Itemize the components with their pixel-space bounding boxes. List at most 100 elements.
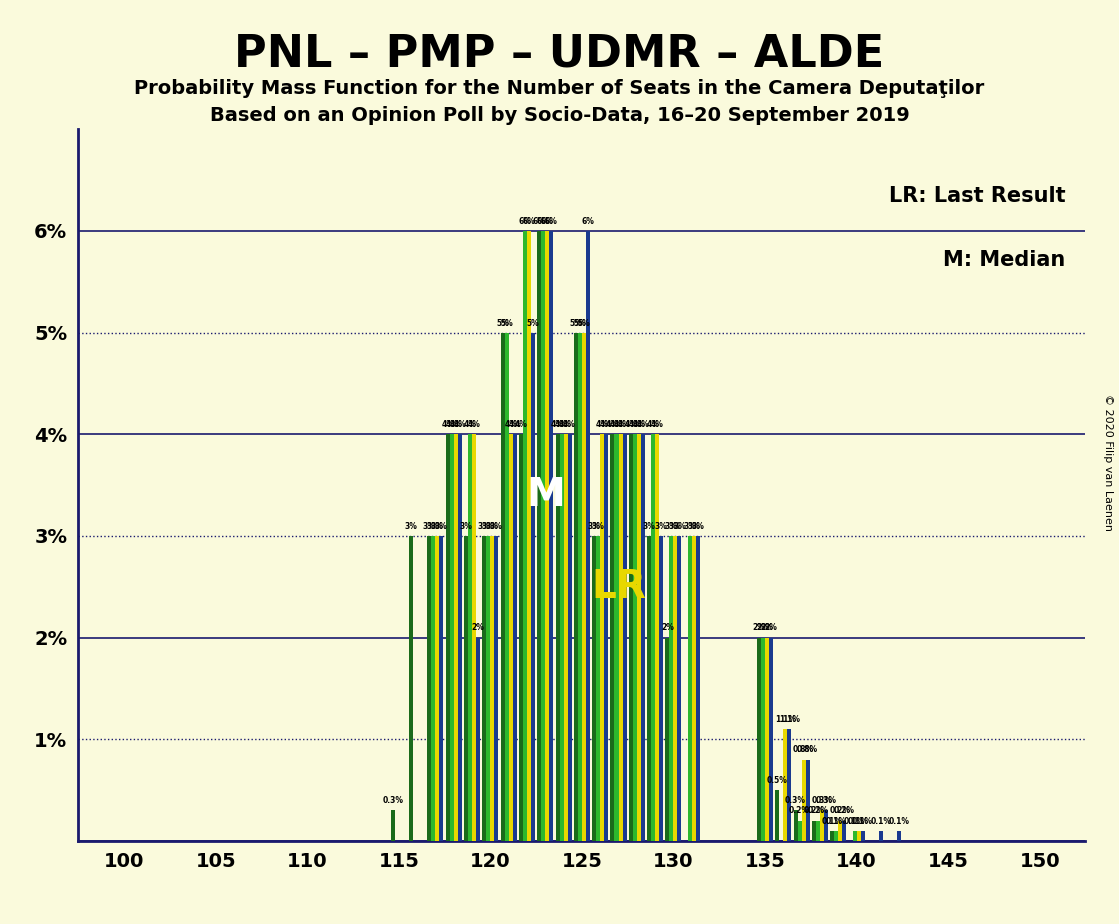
- Text: 3%: 3%: [435, 522, 448, 530]
- Bar: [830, 831, 834, 841]
- Bar: [445, 434, 450, 841]
- Text: 0.2%: 0.2%: [808, 807, 828, 816]
- Text: 3%: 3%: [423, 522, 435, 530]
- Text: 3%: 3%: [486, 522, 499, 530]
- Text: 1.1%: 1.1%: [779, 715, 800, 724]
- Text: 6%: 6%: [582, 217, 594, 226]
- Bar: [577, 333, 582, 841]
- Text: M: M: [526, 476, 565, 515]
- Bar: [453, 434, 458, 841]
- Bar: [637, 434, 641, 841]
- Bar: [468, 434, 472, 841]
- Text: 4%: 4%: [647, 420, 659, 429]
- Bar: [853, 831, 856, 841]
- Text: 5%: 5%: [500, 319, 513, 328]
- Bar: [798, 821, 801, 841]
- Bar: [549, 231, 553, 841]
- Text: 5%: 5%: [496, 319, 509, 328]
- Text: 0.2%: 0.2%: [830, 807, 850, 816]
- Text: 4%: 4%: [505, 420, 517, 429]
- Bar: [464, 536, 468, 841]
- Text: 2%: 2%: [471, 624, 485, 633]
- Text: 4%: 4%: [508, 420, 521, 429]
- Text: © 2020 Filip van Laenen: © 2020 Filip van Laenen: [1103, 394, 1113, 530]
- Text: 6%: 6%: [540, 217, 554, 226]
- Text: 0.3%: 0.3%: [383, 796, 403, 806]
- Bar: [495, 536, 498, 841]
- Text: 3%: 3%: [687, 522, 700, 530]
- Bar: [509, 434, 513, 841]
- Bar: [641, 434, 645, 841]
- Text: 3%: 3%: [431, 522, 444, 530]
- Bar: [519, 434, 523, 841]
- Bar: [523, 231, 527, 841]
- Bar: [838, 821, 843, 841]
- Bar: [651, 434, 655, 841]
- Text: M: Median: M: Median: [943, 250, 1065, 271]
- Text: 0.1%: 0.1%: [844, 817, 865, 826]
- Text: 3%: 3%: [482, 522, 495, 530]
- Bar: [582, 333, 586, 841]
- Text: 4%: 4%: [595, 420, 609, 429]
- Bar: [555, 434, 560, 841]
- Text: PNL – PMP – UDMR – ALDE: PNL – PMP – UDMR – ALDE: [234, 32, 885, 76]
- Text: 3%: 3%: [642, 522, 656, 530]
- Bar: [614, 434, 619, 841]
- Text: 0.3%: 0.3%: [811, 796, 833, 806]
- Text: 4%: 4%: [515, 420, 527, 429]
- Bar: [604, 434, 609, 841]
- Text: 6%: 6%: [537, 217, 549, 226]
- Bar: [659, 536, 664, 841]
- Bar: [586, 231, 590, 841]
- Text: 6%: 6%: [518, 217, 532, 226]
- Text: 0.2%: 0.2%: [803, 807, 825, 816]
- Text: 0.5%: 0.5%: [767, 776, 788, 785]
- Bar: [878, 831, 883, 841]
- Text: 4%: 4%: [453, 420, 467, 429]
- Bar: [537, 231, 542, 841]
- Bar: [500, 333, 505, 841]
- Bar: [775, 790, 779, 841]
- Text: 0.3%: 0.3%: [786, 796, 806, 806]
- Bar: [801, 760, 806, 841]
- Bar: [816, 821, 820, 841]
- Bar: [629, 434, 632, 841]
- Text: 3%: 3%: [460, 522, 472, 530]
- Text: 3%: 3%: [427, 522, 440, 530]
- Bar: [431, 536, 435, 841]
- Bar: [532, 333, 535, 841]
- Bar: [611, 434, 614, 841]
- Bar: [692, 536, 696, 841]
- Bar: [688, 536, 692, 841]
- Bar: [592, 536, 596, 841]
- Bar: [600, 434, 604, 841]
- Text: 0.1%: 0.1%: [871, 817, 892, 826]
- Bar: [861, 831, 865, 841]
- Text: 4%: 4%: [651, 420, 664, 429]
- Bar: [632, 434, 637, 841]
- Bar: [542, 231, 545, 841]
- Bar: [677, 536, 681, 841]
- Bar: [490, 536, 495, 841]
- Text: 3%: 3%: [490, 522, 502, 530]
- Bar: [856, 831, 861, 841]
- Text: 4%: 4%: [441, 420, 454, 429]
- Text: 2%: 2%: [761, 624, 773, 633]
- Bar: [410, 536, 413, 841]
- Bar: [482, 536, 487, 841]
- Text: 0.8%: 0.8%: [793, 746, 815, 754]
- Text: 4%: 4%: [463, 420, 477, 429]
- Bar: [669, 536, 674, 841]
- Text: 4%: 4%: [618, 420, 631, 429]
- Text: 4%: 4%: [563, 420, 576, 429]
- Bar: [812, 821, 816, 841]
- Text: 4%: 4%: [560, 420, 572, 429]
- Text: 4%: 4%: [632, 420, 646, 429]
- Text: 0.1%: 0.1%: [826, 817, 847, 826]
- Text: 0.1%: 0.1%: [821, 817, 843, 826]
- Bar: [788, 729, 791, 841]
- Bar: [513, 434, 517, 841]
- Bar: [567, 434, 572, 841]
- Bar: [564, 434, 567, 841]
- Text: 0.1%: 0.1%: [888, 817, 910, 826]
